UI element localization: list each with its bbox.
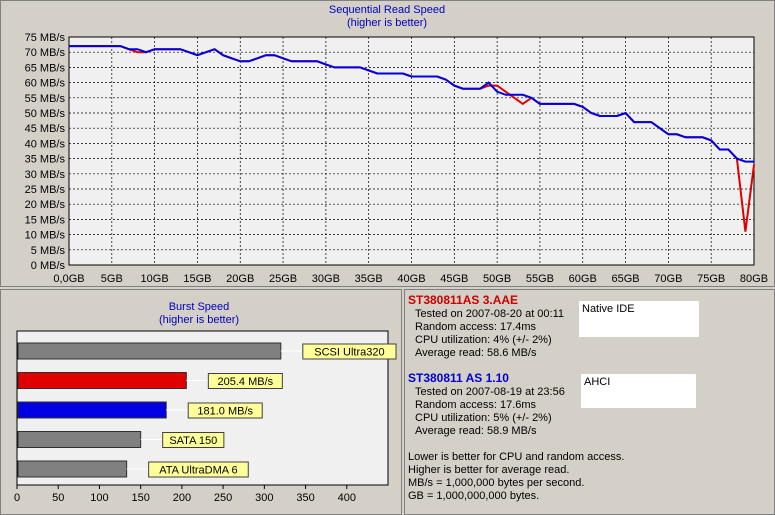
x-tick-label: 55GB [526,273,554,285]
burst-bar [17,401,167,419]
y-tick-label: 20 MB/s [25,199,66,211]
seq-chart-title: Sequential Read Speed (higher is better) [287,4,487,30]
x-tick-label: 25GB [269,273,297,285]
burst-value-label-box [148,461,249,478]
burst-value-label-box [187,402,263,419]
y-tick-label: 55 MB/s [25,93,66,105]
burst-value-label-box [207,373,283,389]
x-tick-label: 80GB [740,273,768,285]
x-tick-label: 5GB [101,273,123,285]
burst-x-tick-label: 400 [338,492,356,504]
burst-value-label-box [302,343,397,360]
y-tick-label: 30 MB/s [25,169,66,181]
burst-x-tick-label: 50 [52,492,64,504]
y-tick-label: 35 MB/s [25,154,66,166]
y-tick-label: 60 MB/s [25,78,66,90]
burst-chart-title: Burst Speed (higher is better) [99,301,299,327]
burst-bar [17,460,128,478]
burst-x-tick-label: 250 [214,492,232,504]
y-tick-label: 75 MB/s [25,32,66,44]
drive1-cpu-utilization: CPU utilization: 4% (+/- 2%) [415,334,552,346]
y-tick-label: 65 MB/s [25,62,66,74]
sequential-read-chart: 0 MB/s 5 MB/s 10 MB/s 15 MB/s 20 MB/s 25 MB/s… [25,32,768,285]
x-tick-label: 10GB [141,273,169,285]
y-tick-label: 0 MB/s [31,260,66,272]
x-tick-label: 45GB [440,273,468,285]
drive1-random-access: Random access: 17.4ms [415,321,537,333]
x-tick-label: 15GB [183,273,211,285]
y-tick-label: 5 MB/s [31,245,66,257]
burst-x-tick-label: 100 [90,492,108,504]
burst-value-label: 181.0 MB/s [197,406,253,418]
burst-bar [17,342,282,360]
burst-x-tick-label: 150 [131,492,149,504]
x-tick-label: 70GB [654,273,682,285]
burst-x-tick-label: 300 [255,492,273,504]
seq-chart-subtitle: (higher is better) [346,17,428,29]
y-tick-label: 25 MB/s [25,184,66,196]
x-tick-label: 65GB [611,273,639,285]
burst-bar [17,431,142,448]
drive2-title: ST380811 AS 1.10 [408,371,509,385]
x-tick-label: 30GB [312,273,340,285]
drive2-average-read: Average read: 58.9 MB/s [415,425,537,437]
x-tick-label: 50GB [483,273,511,285]
burst-value-label: 205.4 MB/s [218,376,274,388]
burst-speed-panel: Burst Speed (higher is better) 0 50 100 150… [0,289,402,515]
y-tick-label: 15 MB/s [25,214,66,226]
burst-x-tick-label: 0 [14,492,20,504]
burst-x-tick-label: 350 [296,492,314,504]
y-tick-label: 10 MB/s [25,230,66,242]
y-tick-label: 70 MB/s [25,47,66,59]
burst-value-label: SATA 150 [169,435,217,447]
x-tick-label: 0,0GB [53,273,84,285]
burst-value-label-box [162,432,225,448]
burst-x-tick-label: 200 [173,492,191,504]
drive1-note: Native IDE [579,301,699,337]
drive1-average-read: Average read: 58.6 MB/s [415,347,537,359]
footnote-cpu: Lower is better for CPU and random acces… [408,451,625,463]
drive2-random-access: Random access: 17.6ms [415,399,537,411]
x-tick-label: 40GB [397,273,425,285]
drive2-cpu-utilization: CPU utilization: 5% (+/- 2%) [415,412,552,424]
footnote-gb: GB = 1,000,000,000 bytes. [408,490,540,502]
y-tick-label: 40 MB/s [25,138,66,150]
x-tick-label: 35GB [355,273,383,285]
burst-speed-chart: 0 50 100 150 200 250 300 350 400 SCSI Ultra320 205… [14,330,397,504]
x-tick-label: 20GB [226,273,254,285]
x-tick-label: 60GB [569,273,597,285]
sequential-read-panel: Sequential Read Speed (higher is better)… [0,0,775,287]
burst-value-label: ATA UltraDMA 6 [159,465,237,477]
burst-chart-title-text: Burst Speed [168,301,230,313]
drive2-read-line [69,45,754,163]
drive2-note: AHCI [581,374,696,408]
drive1-title: ST380811AS 3.AAE [408,293,519,307]
footnote-mbs: MB/s = 1,000,000 bytes per second. [408,477,585,489]
seq-chart-title-text: Sequential Read Speed [328,4,446,16]
footnote-average-read: Higher is better for average read. [408,464,570,476]
y-tick-label: 45 MB/s [25,123,66,135]
y-tick-label: 50 MB/s [25,108,66,120]
results-panel: ST380811AS 3.AAE Tested on 2007-08-20 at… [404,289,775,515]
x-tick-label: 75GB [697,273,725,285]
drive2-tested-on: Tested on 2007-08-19 at 23:56 [415,386,565,398]
burst-value-label: SCSI Ultra320 [314,347,384,359]
burst-chart-subtitle: (higher is better) [158,314,240,326]
drive1-tested-on: Tested on 2007-08-20 at 00:11 [415,308,565,320]
burst-bar [17,372,187,389]
